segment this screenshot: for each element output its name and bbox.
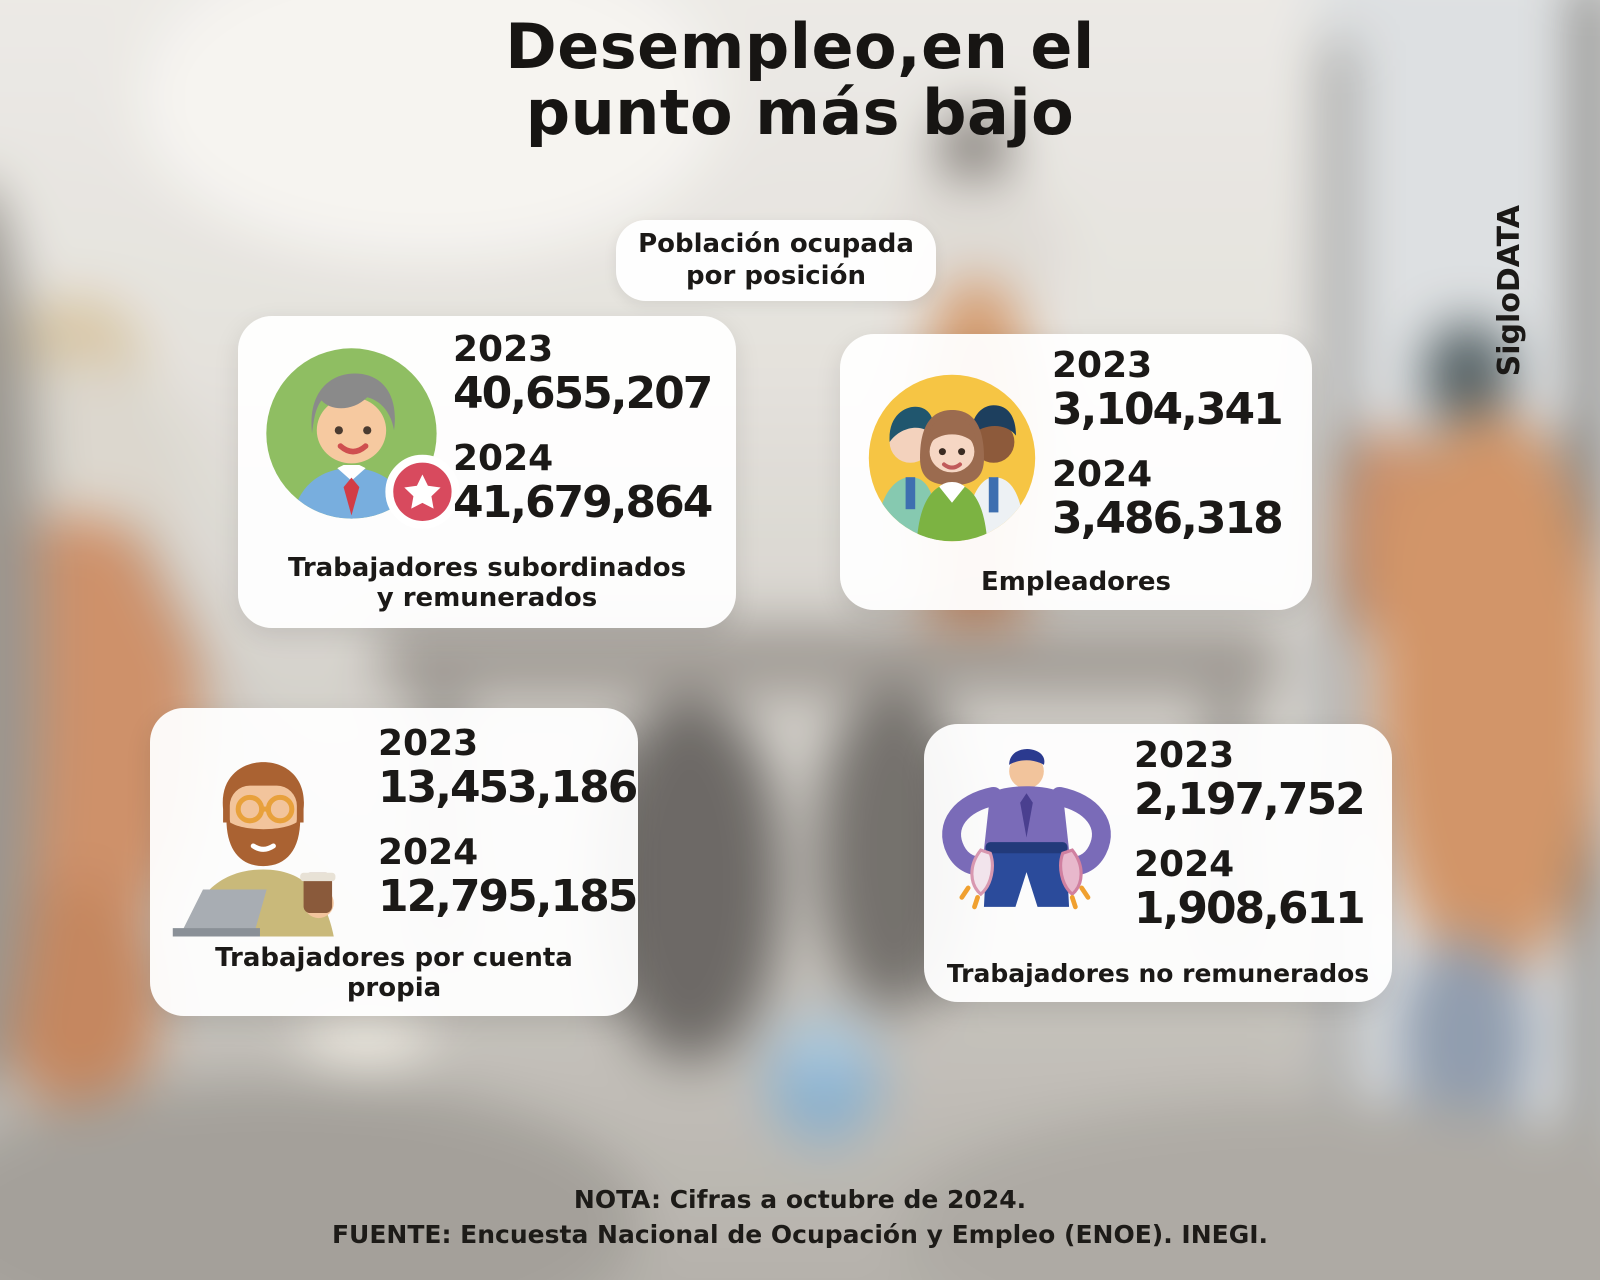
footer-source: FUENTE: Encuesta Nacional de Ocupación y… [331, 1220, 1269, 1249]
page-title-line2: punto más bajo [525, 75, 1075, 149]
card-label: Trabajadores por cuenta propia [150, 943, 638, 1004]
siglodata-watermark: SigloDATA [1492, 205, 1527, 377]
stat-value-2023: 40,655,207 [453, 367, 713, 419]
stat-values: 2023 2,197,752 2024 1,908,611 [1134, 735, 1366, 934]
year-label: 2024 [1052, 454, 1153, 496]
card-label: Trabajadores no remunerados [946, 958, 1370, 988]
subordinated-workers-icon [266, 348, 460, 529]
bg-right-worker-body [1374, 412, 1600, 978]
page-title: Desempleo,en el punto más bajo [0, 14, 1600, 145]
card-label: Trabajadores subordinados y remunerados [238, 553, 736, 614]
stat-value-2023: 2,197,752 [1134, 773, 1366, 825]
stat-values: 2023 3,104,341 2024 3,486,318 [1052, 345, 1284, 544]
year-label: 2024 [378, 832, 479, 874]
card-label: Empleadores [981, 567, 1171, 598]
year-label: 2023 [1134, 735, 1235, 776]
stat-value-2023: 3,104,341 [1052, 383, 1284, 435]
stat-card-unpaid-workers: 2023 2,197,752 2024 1,908,611 Trabajador… [924, 724, 1392, 1002]
year-label: 2023 [1052, 345, 1153, 386]
year-label: 2024 [453, 438, 554, 480]
stat-value-2024: 3,486,318 [1052, 492, 1284, 544]
stat-card-subordinated-workers: 2023 40,655,207 2024 41,679,864 Trabajad… [238, 316, 736, 628]
bg-bucket-rim [784, 1028, 866, 1070]
stat-value-2024: 1,908,611 [1134, 882, 1366, 934]
footer-note: NOTA: Cifras a octubre de 2024. [573, 1185, 1027, 1214]
stat-value-2023: 13,453,186 [378, 761, 638, 813]
footer: NOTA: Cifras a octubre de 2024. FUENTE: … [0, 1182, 1600, 1252]
card-label-text: Trabajadores por cuenta propia [215, 942, 573, 1004]
unpaid-workers-icon [942, 748, 1111, 910]
year-label: 2023 [453, 329, 554, 370]
stat-values: 2023 13,453,186 2024 12,795,185 [378, 723, 638, 922]
stat-values: 2023 40,655,207 2024 41,679,864 [453, 329, 713, 528]
stat-value-2024: 12,795,185 [378, 870, 638, 922]
year-label: 2023 [378, 723, 479, 764]
subtitle-badge: Población ocupada por posición [616, 220, 936, 302]
stat-card-employers: 2023 3,104,341 2024 3,486,318 Empleadore… [840, 334, 1312, 610]
stat-value-2024: 41,679,864 [453, 476, 713, 528]
bg-window-light [140, 0, 720, 260]
page-title-line1: Desempleo,en el [505, 10, 1095, 83]
year-label: 2024 [1134, 844, 1235, 886]
card-label-text: Trabajadores subordinados y remunerados [287, 552, 687, 614]
bg-tabletop [380, 624, 1280, 696]
bg-mop-head [300, 1010, 430, 1070]
self-employed-icon [172, 762, 336, 937]
employers-icon [868, 374, 1036, 542]
stat-card-self-employed: 2023 13,453,186 2024 12,795,185 Trabajad… [150, 708, 638, 1016]
